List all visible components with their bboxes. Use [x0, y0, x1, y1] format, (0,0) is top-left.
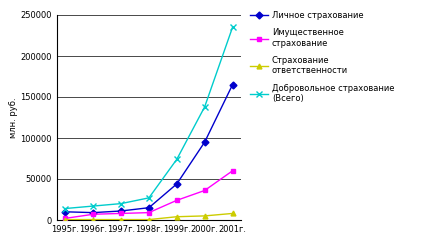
Страхование
ответственности — [63, 218, 68, 221]
Личное страхование — [202, 140, 207, 143]
Line: Имущественное
страхование: Имущественное страхование — [63, 168, 235, 221]
Личное страхование — [230, 83, 235, 86]
Имущественное
страхование — [63, 217, 68, 220]
Line: Личное страхование: Личное страхование — [63, 82, 235, 215]
Личное страхование — [118, 210, 124, 212]
Личное страхование — [91, 211, 96, 214]
Имущественное
страхование — [118, 212, 124, 215]
Имущественное
страхование — [91, 213, 96, 216]
Добровольное страхование
(Всего) — [63, 207, 68, 210]
Добровольное страхование
(Всего) — [118, 202, 124, 205]
Страхование
ответственности — [174, 215, 180, 218]
Страхование
ответственности — [118, 218, 124, 221]
Line: Добровольное страхование
(Всего): Добровольное страхование (Всего) — [63, 24, 235, 211]
Личное страхование — [174, 182, 180, 186]
Добровольное страхование
(Всего) — [174, 158, 180, 161]
Страхование
ответственности — [202, 214, 207, 218]
Личное страхование — [63, 210, 68, 213]
Имущественное
страхование — [230, 169, 235, 172]
Страхование
ответственности — [146, 218, 152, 221]
Добровольное страхование
(Всего) — [146, 196, 152, 199]
Имущественное
страхование — [174, 199, 180, 202]
Добровольное страхование
(Всего) — [91, 204, 96, 208]
Legend: Личное страхование, Имущественное
страхование, Страхование
ответственности, Добр: Личное страхование, Имущественное страхо… — [250, 11, 394, 103]
Страхование
ответственности — [230, 212, 235, 215]
Личное страхование — [146, 206, 152, 209]
Имущественное
страхование — [202, 189, 207, 192]
Имущественное
страхование — [146, 211, 152, 214]
Line: Страхование
ответственности: Страхование ответственности — [63, 211, 235, 222]
Страхование
ответственности — [91, 218, 96, 221]
Добровольное страхование
(Всего) — [202, 105, 207, 108]
Y-axis label: млн. руб.: млн. руб. — [9, 97, 18, 138]
Добровольное страхование
(Всего) — [230, 26, 235, 29]
